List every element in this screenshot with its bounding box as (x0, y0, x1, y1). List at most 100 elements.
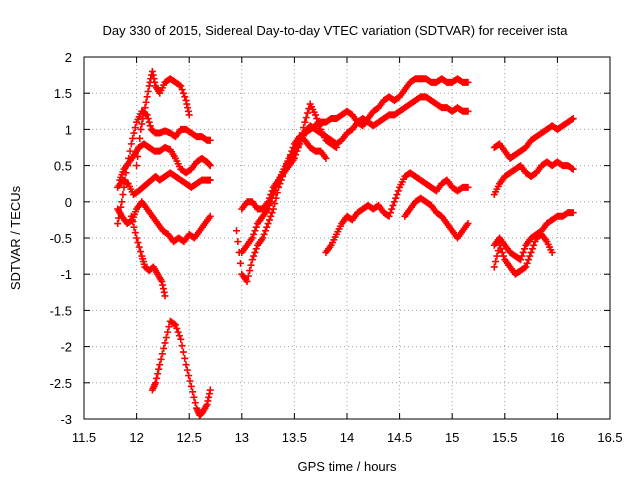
data-point (236, 259, 244, 267)
y-tick-label: 0 (65, 195, 72, 210)
data-point (568, 164, 576, 172)
data-point (499, 252, 507, 260)
data-point (389, 201, 397, 209)
x-tick-labels: 11.5 12 12.5 13 13.5 14 14.5 15 15.5 16 16.5 (72, 430, 623, 445)
data-point (146, 122, 154, 130)
data-point (568, 115, 576, 123)
data-points (114, 67, 577, 419)
data-point (394, 187, 402, 195)
y-tick-labels: -3 -2.5 -2 -1.5 -1 -0.5 0 0.5 1 1.5 2 (50, 50, 72, 427)
data-point (569, 165, 577, 173)
data-point (272, 183, 280, 191)
data-point (144, 87, 152, 95)
data-point (153, 374, 161, 382)
data-point (464, 220, 472, 228)
data-point (385, 212, 393, 220)
data-point (136, 134, 144, 142)
data-point (129, 134, 137, 142)
data-point (523, 259, 531, 267)
data-point (531, 238, 539, 246)
data-point (521, 264, 529, 272)
data-point (263, 223, 271, 231)
data-point (527, 248, 535, 256)
data-point (259, 234, 267, 242)
data-point (496, 241, 504, 249)
data-point (133, 162, 141, 170)
data-point (569, 115, 577, 123)
data-point (172, 321, 180, 329)
data-point (155, 365, 163, 373)
data-point (139, 115, 147, 123)
data-point (569, 209, 577, 217)
data-point (493, 252, 501, 260)
data-point (247, 261, 255, 269)
data-point (177, 82, 185, 90)
data-point (190, 393, 198, 401)
data-point (185, 111, 193, 119)
series-arc-a-2 (116, 140, 214, 184)
x-tick-label: 15.5 (492, 430, 517, 445)
series-arc-a-3 (114, 169, 214, 199)
data-point (248, 256, 256, 264)
data-point (265, 201, 273, 209)
data-point (492, 258, 500, 266)
series-arc-b-1 (233, 133, 330, 285)
series-arc-a-7 (148, 317, 214, 419)
data-point (392, 194, 400, 202)
x-tick-label: 16 (550, 430, 564, 445)
data-point (517, 256, 525, 264)
data-point (137, 248, 145, 256)
data-point (140, 109, 148, 117)
y-tick-label: -2.5 (50, 376, 72, 391)
x-tick-label: 12 (129, 430, 143, 445)
data-point (160, 344, 168, 352)
data-point (123, 179, 131, 187)
series-arc-b-5 (322, 169, 472, 256)
data-point (313, 115, 321, 123)
data-point (498, 248, 506, 256)
x-axis-title: GPS time / hours (298, 459, 397, 474)
data-point (175, 81, 183, 89)
data-point (143, 93, 151, 101)
data-point (186, 377, 194, 385)
data-point (304, 109, 312, 117)
data-point (530, 241, 538, 249)
data-point (264, 205, 272, 213)
data-point (244, 272, 252, 280)
data-point (386, 209, 394, 217)
series-arc-c-1 (490, 115, 577, 162)
data-point (233, 227, 241, 235)
data-point (131, 124, 139, 132)
y-tick-label: -1 (60, 267, 72, 282)
y-tick-label: 2 (65, 50, 72, 65)
data-point (524, 256, 532, 264)
data-point (127, 140, 135, 148)
data-point (464, 78, 472, 86)
series-arc-b-4 (296, 75, 472, 141)
data-point (260, 230, 268, 238)
data-point (141, 104, 149, 112)
data-point (271, 200, 279, 208)
y-tick-label: -3 (60, 412, 72, 427)
data-point (251, 248, 259, 256)
data-point (271, 187, 279, 195)
data-point (390, 198, 398, 206)
y-axis-title: SDTVAR / TECUs (8, 185, 23, 290)
data-point (526, 252, 534, 260)
data-point (206, 212, 214, 220)
data-point (118, 198, 126, 206)
data-point (164, 328, 172, 336)
data-point (267, 212, 275, 220)
data-point (206, 386, 214, 394)
x-tick-label: 16.5 (597, 430, 622, 445)
data-point (161, 339, 169, 347)
data-point (206, 136, 214, 144)
data-point (142, 98, 150, 106)
data-point (158, 350, 166, 358)
data-point (135, 144, 143, 151)
data-point (268, 209, 276, 217)
data-point (157, 355, 165, 363)
x-tick-label: 14.5 (387, 430, 412, 445)
data-point (130, 223, 138, 231)
data-point (145, 118, 153, 126)
